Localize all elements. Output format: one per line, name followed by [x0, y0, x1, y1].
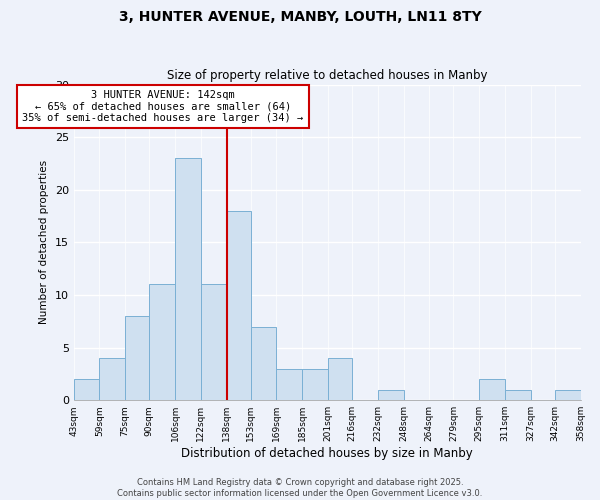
- Bar: [149, 284, 175, 400]
- Bar: [227, 211, 251, 400]
- Bar: [100, 358, 125, 400]
- Bar: [328, 358, 352, 400]
- Bar: [251, 326, 277, 400]
- Bar: [201, 284, 227, 400]
- Bar: [505, 390, 530, 400]
- Bar: [74, 379, 100, 400]
- Y-axis label: Number of detached properties: Number of detached properties: [39, 160, 49, 324]
- Text: Contains HM Land Registry data © Crown copyright and database right 2025.
Contai: Contains HM Land Registry data © Crown c…: [118, 478, 482, 498]
- Bar: [555, 390, 581, 400]
- Title: Size of property relative to detached houses in Manby: Size of property relative to detached ho…: [167, 69, 487, 82]
- Text: 3, HUNTER AVENUE, MANBY, LOUTH, LN11 8TY: 3, HUNTER AVENUE, MANBY, LOUTH, LN11 8TY: [119, 10, 481, 24]
- X-axis label: Distribution of detached houses by size in Manby: Distribution of detached houses by size …: [181, 447, 473, 460]
- Bar: [479, 379, 505, 400]
- Bar: [277, 368, 302, 400]
- Bar: [302, 368, 328, 400]
- Text: 3 HUNTER AVENUE: 142sqm
← 65% of detached houses are smaller (64)
35% of semi-de: 3 HUNTER AVENUE: 142sqm ← 65% of detache…: [22, 90, 304, 123]
- Bar: [378, 390, 404, 400]
- Bar: [175, 158, 201, 400]
- Bar: [125, 316, 149, 400]
